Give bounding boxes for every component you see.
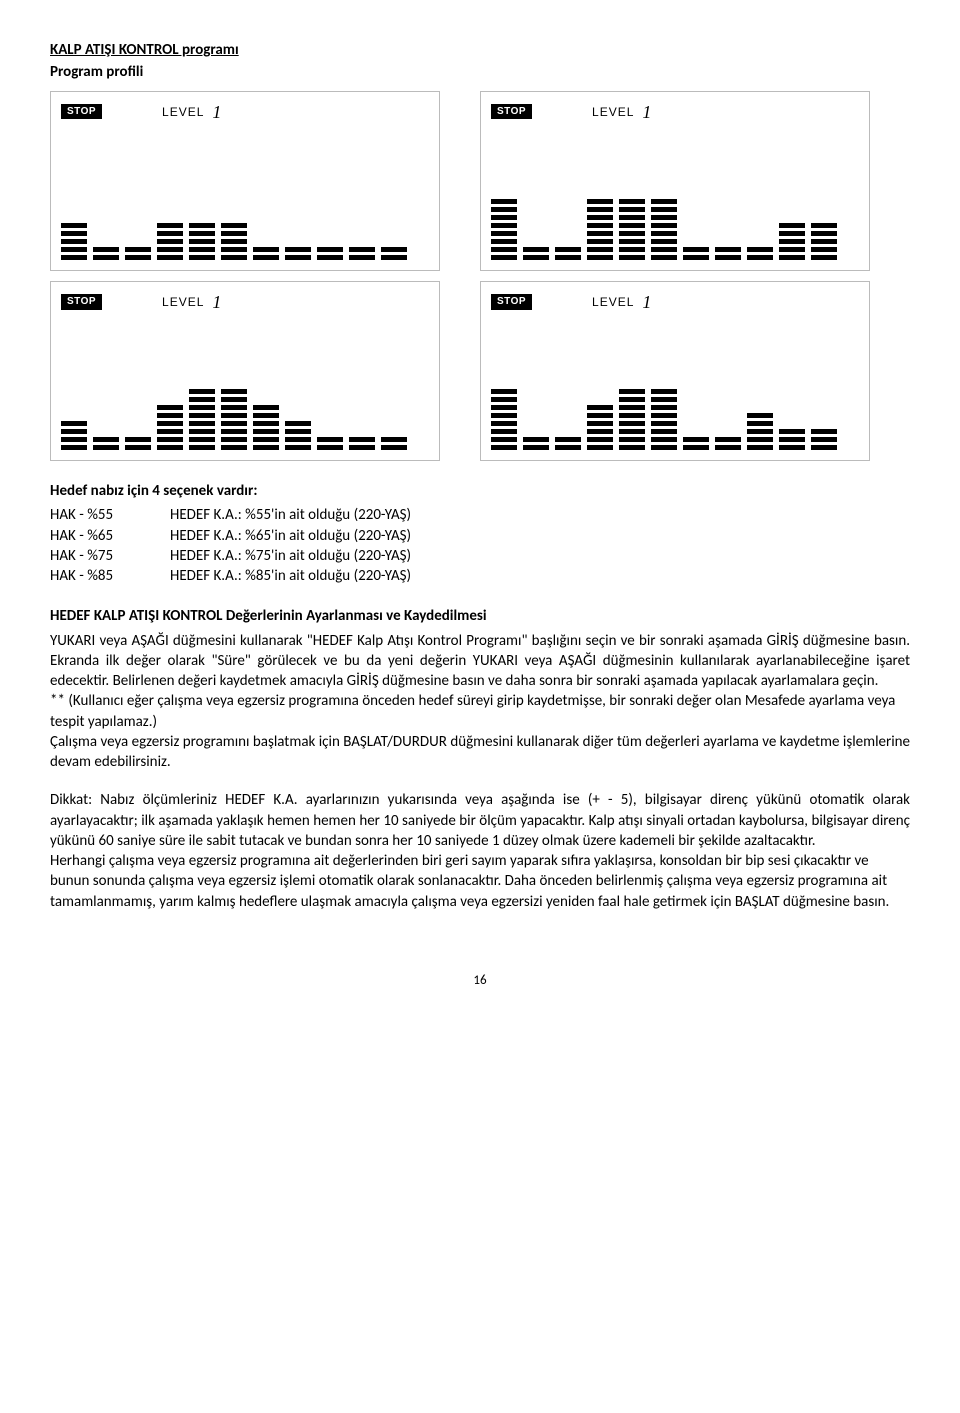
paragraph-3: Çalışma veya egzersiz programını başlatm…	[50, 732, 910, 773]
hak-row: HAK - %55HEDEF K.A.: %55'in ait olduğu (…	[50, 505, 910, 525]
stop-label: STOP	[61, 104, 102, 120]
bars-area	[61, 130, 429, 260]
profile-panel-3: STOP LEVEL 1	[50, 281, 440, 461]
hak-right: HEDEF K.A.: %75'in ait olduğu (220-YAŞ)	[170, 546, 411, 566]
bar-column	[93, 247, 119, 260]
level-number: 1	[642, 100, 651, 124]
profile-panel-1: STOP LEVEL 1	[50, 91, 440, 271]
hak-right: HEDEF K.A.: %65'in ait olduğu (220-YAŞ)	[170, 526, 411, 546]
bar-column	[61, 421, 87, 450]
bar-column	[189, 389, 215, 450]
bar-column	[317, 247, 343, 260]
bar-column	[747, 413, 773, 450]
bar-column	[587, 405, 613, 450]
stop-label: STOP	[491, 294, 532, 310]
bar-column	[683, 247, 709, 260]
bar-column	[619, 389, 645, 450]
bars-area	[61, 320, 429, 450]
bars-area	[491, 130, 859, 260]
paragraph-4: Dikkat: Nabız ölçümleriniz HEDEF K.A. ay…	[50, 790, 910, 851]
hak-left: HAK - %65	[50, 526, 170, 546]
level-label: LEVEL	[162, 294, 204, 310]
bar-column	[779, 429, 805, 450]
hak-row: HAK - %75HEDEF K.A.: %75'in ait olduğu (…	[50, 546, 910, 566]
bar-column	[93, 437, 119, 450]
page-number: 16	[50, 972, 910, 990]
bars-area	[491, 320, 859, 450]
paragraph-5: Herhangi çalışma veya egzersiz programın…	[50, 851, 910, 912]
bar-column	[651, 389, 677, 450]
paragraph-2: ** (Kullanıcı eğer çalışma veya egzersiz…	[50, 691, 910, 732]
bar-column	[285, 421, 311, 450]
bar-column	[779, 223, 805, 260]
bar-column	[491, 389, 517, 450]
bar-column	[221, 389, 247, 450]
hak-right: HEDEF K.A.: %85'in ait olduğu (220-YAŞ)	[170, 566, 411, 586]
hak-row: HAK - %65HEDEF K.A.: %65'in ait olduğu (…	[50, 526, 910, 546]
bar-column	[157, 405, 183, 450]
bar-column	[125, 437, 151, 450]
bar-column	[555, 247, 581, 260]
para1-heading: HEDEF KALP ATIŞI KONTROL Değerlerinin Ay…	[50, 606, 910, 626]
hak-left: HAK - %55	[50, 505, 170, 525]
bar-column	[221, 223, 247, 260]
level-number: 1	[642, 290, 651, 314]
bar-column	[189, 223, 215, 260]
bar-column	[381, 437, 407, 450]
options-heading: Hedef nabız için 4 seçenek vardır:	[50, 481, 910, 501]
hak-left: HAK - %85	[50, 566, 170, 586]
level-number: 1	[212, 290, 221, 314]
level-number: 1	[212, 100, 221, 124]
bar-column	[491, 199, 517, 260]
bar-column	[381, 247, 407, 260]
bar-column	[61, 223, 87, 260]
bar-column	[811, 223, 837, 260]
level-label: LEVEL	[162, 104, 204, 120]
stop-label: STOP	[491, 104, 532, 120]
hak-right: HEDEF K.A.: %55'in ait olduğu (220-YAŞ)	[170, 505, 411, 525]
bar-column	[747, 247, 773, 260]
bar-column	[317, 437, 343, 450]
bar-column	[715, 247, 741, 260]
bar-column	[523, 247, 549, 260]
stop-label: STOP	[61, 294, 102, 310]
bar-column	[285, 247, 311, 260]
hak-row: HAK - %85HEDEF K.A.: %85'in ait olduğu (…	[50, 566, 910, 586]
bar-column	[125, 247, 151, 260]
profile-panel-2: STOP LEVEL 1	[480, 91, 870, 271]
bar-column	[523, 437, 549, 450]
level-label: LEVEL	[592, 294, 634, 310]
bar-column	[253, 247, 279, 260]
bar-column	[651, 199, 677, 260]
paragraph-1: YUKARI veya AŞAĞI düğmesini kullanarak "…	[50, 631, 910, 692]
bar-column	[349, 247, 375, 260]
hak-left: HAK - %75	[50, 546, 170, 566]
bar-column	[619, 199, 645, 260]
bar-column	[811, 429, 837, 450]
bar-column	[587, 199, 613, 260]
profile-panel-4: STOP LEVEL 1	[480, 281, 870, 461]
page-title: KALP ATIŞI KONTROL programı	[50, 40, 910, 60]
level-label: LEVEL	[592, 104, 634, 120]
bar-column	[683, 437, 709, 450]
profiles-grid: STOP LEVEL 1 STOP LEVEL 1 STOP LEVEL 1 STOP LEVEL 1	[50, 91, 870, 462]
bar-column	[349, 437, 375, 450]
bar-column	[715, 437, 741, 450]
bar-column	[157, 223, 183, 260]
bar-column	[253, 405, 279, 450]
bar-column	[555, 437, 581, 450]
page-subtitle: Program profili	[50, 62, 910, 82]
